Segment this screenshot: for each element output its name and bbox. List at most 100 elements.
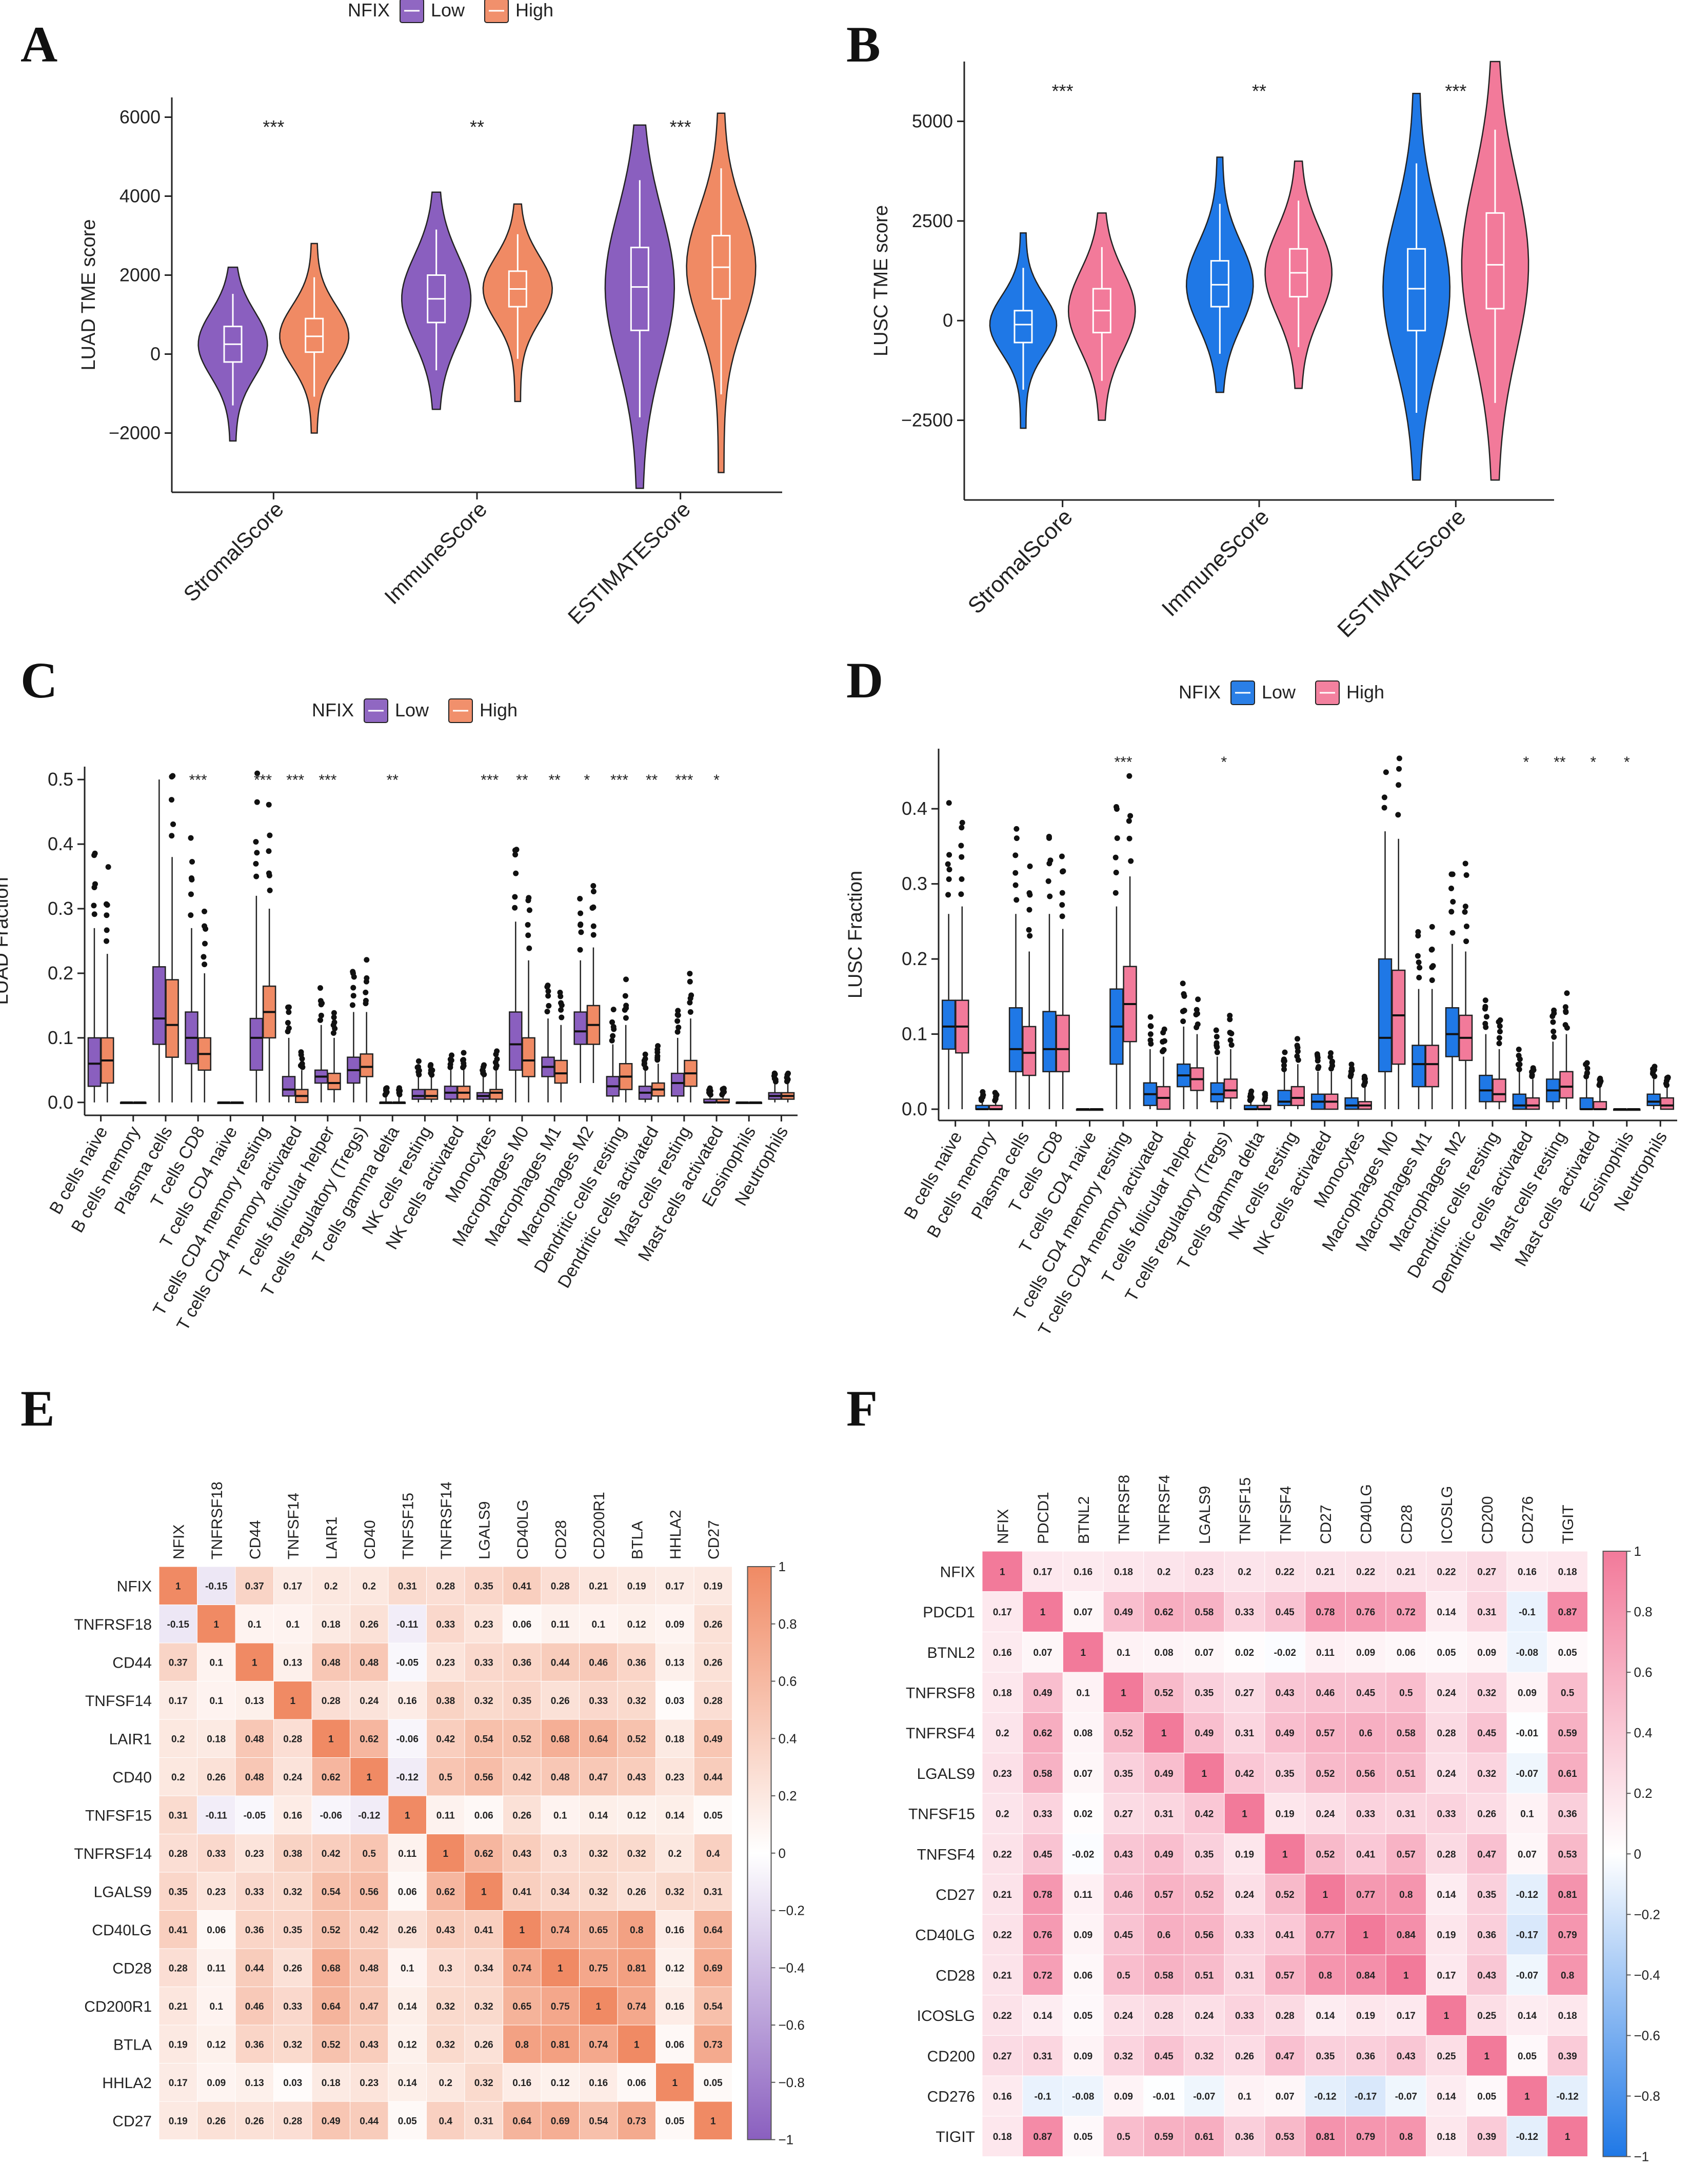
heatmap-cell: [158, 1757, 197, 1796]
outlier-point: [415, 1064, 422, 1070]
cell-value: -0.1: [1519, 1607, 1536, 1618]
cell-value: 0.32: [665, 1887, 684, 1897]
heatmap-cell: [1062, 1793, 1104, 1834]
heatmap-cell: [197, 1948, 236, 1987]
box-low: [573, 1011, 587, 1045]
heatmap-cell: [1466, 1712, 1507, 1754]
heatmap-cell: [1062, 1995, 1104, 2036]
outlier-point: [1550, 1019, 1556, 1025]
heatmap-cell: [693, 2101, 732, 2140]
outlier-point: [1497, 1017, 1503, 1023]
outlier-point: [298, 1049, 304, 1055]
heatmap-cell: [1022, 1995, 1063, 2036]
y-tick-label: 0.4: [902, 798, 927, 819]
heatmap-cell: [1224, 2116, 1265, 2157]
cell-value: 0.25: [1477, 2011, 1496, 2021]
cell-value: 0.38: [436, 1696, 455, 1707]
cell-value: 0.17: [993, 1607, 1012, 1618]
heatmap-cell: [388, 1757, 427, 1796]
cell-value: 0.18: [665, 1734, 684, 1745]
column-label: CD200: [1479, 1496, 1496, 1544]
cell-value: 0.1: [1117, 1648, 1130, 1658]
outlier-point: [1026, 907, 1032, 913]
heatmap-cell: [388, 1719, 427, 1758]
column-label: TNFRSF4: [1156, 1475, 1173, 1544]
outlier-point: [578, 929, 584, 935]
heatmap-cell: [1385, 1954, 1427, 1996]
cell-value: 0.22: [1437, 1567, 1456, 1577]
outlier-point: [959, 825, 965, 831]
heatmap-cell: [1022, 2116, 1063, 2157]
outlier-point: [655, 1043, 661, 1049]
outlier-point: [1194, 1007, 1200, 1013]
cell-value: 1: [710, 2116, 716, 2127]
legend-A: NFIX Low High: [348, 0, 553, 23]
cell-value: 0.42: [1235, 1769, 1254, 1779]
heatmap-cell: [311, 1566, 350, 1605]
cell-value: 0.37: [169, 1657, 188, 1668]
outlier-point: [428, 1062, 434, 1068]
cell-value: 0.21: [1397, 1567, 1416, 1577]
heatmap-cell: [1143, 1793, 1185, 1834]
cell-value: 0.22: [1276, 1567, 1295, 1577]
cell-value: 1: [213, 1619, 219, 1630]
outlier-point: [1429, 924, 1435, 930]
significance-label: **: [1252, 81, 1266, 102]
color-bar-label: −1: [1634, 2149, 1649, 2165]
heatmap-cell: [655, 1642, 694, 1681]
cell-value: 0.75: [589, 1963, 608, 1974]
outlier-point: [350, 985, 356, 991]
outlier-point: [513, 870, 519, 876]
outlier-point: [1564, 990, 1570, 996]
cell-value: 0.34: [551, 1887, 570, 1897]
cell-value: 0.81: [1316, 2132, 1335, 2142]
legend-label-low: Low: [431, 0, 465, 21]
heatmap-cell: [1264, 1995, 1306, 2036]
row-label: CD28: [936, 1967, 975, 1984]
cell-value: 0.79: [1558, 1930, 1577, 1941]
heatmap-cell: [617, 1757, 656, 1796]
outlier-point: [1112, 854, 1119, 860]
heatmap-cell: [311, 1872, 350, 1911]
heatmap-cell: [1426, 1672, 1467, 1713]
heatmap-cell: [1345, 1954, 1386, 1996]
cell-value: 0.36: [245, 2039, 264, 2050]
x-tick-label: ImmuneScore: [1157, 504, 1274, 621]
cell-value: 0.28: [283, 1734, 302, 1745]
heatmap-cell: [1547, 1551, 1588, 1592]
heatmap-cell: [1184, 1833, 1225, 1875]
outlier-point: [1551, 1034, 1557, 1040]
cell-value: 0.26: [283, 1963, 302, 1974]
cell-value: 0.02: [1073, 1809, 1092, 1820]
box-low: [1479, 1074, 1493, 1103]
heatmap-cell: [464, 2101, 503, 2140]
heatmap-cell: [1103, 2035, 1144, 2076]
heatmap-cell: [388, 1948, 427, 1987]
cell-value: 0.26: [627, 1887, 646, 1897]
outlier-point: [1112, 890, 1119, 896]
heatmap-cell: [655, 1719, 694, 1758]
outlier-point: [546, 1003, 552, 1009]
heatmap-cell: [1103, 1672, 1144, 1713]
x-tick-label: StromalScore: [179, 497, 288, 606]
row-label: NFIX: [117, 1578, 152, 1595]
cell-value: 0.43: [1397, 2051, 1416, 2062]
outlier-point: [202, 908, 208, 914]
cell-value: 0.35: [1477, 1890, 1496, 1900]
y-tick-label: 2000: [120, 265, 161, 286]
outlier-point: [577, 896, 583, 902]
heatmap-cell: [1426, 2116, 1467, 2157]
cell-value: 0.54: [474, 1734, 493, 1745]
outlier-point: [188, 912, 194, 918]
column-label: LGALS9: [476, 1501, 493, 1559]
box-low: [1210, 1082, 1224, 1103]
heatmap-cell: [1062, 1591, 1104, 1632]
cell-value: 0.16: [665, 1925, 684, 1936]
heatmap-cell: [1264, 1551, 1306, 1592]
heatmap-cell: [617, 1605, 656, 1644]
cell-value: 1: [290, 1696, 295, 1707]
cell-value: 0.13: [283, 1657, 302, 1668]
heatmap-cell: [350, 1719, 389, 1758]
heatmap-cell: [1184, 2035, 1225, 2076]
